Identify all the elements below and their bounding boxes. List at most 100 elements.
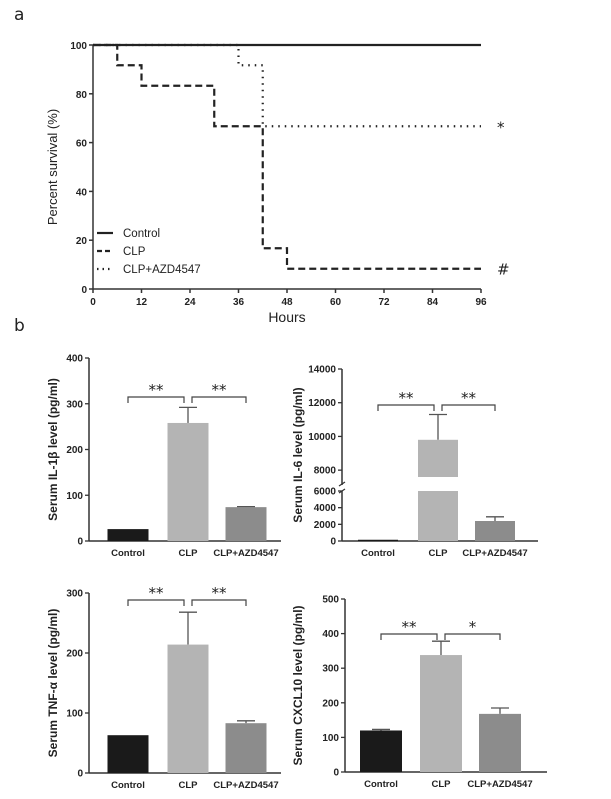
x-category-label: CLP bbox=[432, 779, 452, 790]
x-category-label: CLP bbox=[429, 548, 449, 559]
x-category-label: CLP+AZD4547 bbox=[462, 548, 527, 559]
y-axis-title: Serum CXCL10 level (pg/ml) bbox=[291, 605, 305, 765]
x-category-label: CLP bbox=[179, 780, 199, 791]
y-tick-label: 0 bbox=[77, 537, 83, 548]
bar-clp bbox=[167, 644, 209, 773]
significance-bracket bbox=[127, 599, 185, 606]
y-tick-label: 2000 bbox=[314, 520, 337, 531]
y-tick-label: 100 bbox=[66, 709, 83, 720]
significance-marker: # bbox=[497, 261, 510, 279]
axis-break-gap bbox=[417, 477, 459, 491]
y-tick-label: 100 bbox=[322, 733, 339, 744]
bar-clp bbox=[167, 422, 209, 541]
significance-stars: ** bbox=[149, 584, 165, 602]
significance-stars: ** bbox=[149, 381, 165, 399]
significance-stars: ** bbox=[399, 389, 415, 407]
y-tick-label: 4000 bbox=[314, 503, 337, 514]
x-tick-label: 96 bbox=[475, 297, 487, 308]
y-tick-label: 500 bbox=[322, 595, 339, 606]
x-category-label: Control bbox=[111, 780, 145, 791]
y-tick-label: 300 bbox=[322, 664, 339, 675]
significance-bracket bbox=[191, 599, 247, 606]
panel-label-b: b bbox=[14, 316, 25, 336]
y-tick-label: 200 bbox=[66, 649, 83, 660]
y-tick-label: 6000 bbox=[314, 487, 337, 498]
y-tick-label: 400 bbox=[322, 629, 339, 640]
bar-clp-azd4547 bbox=[225, 507, 267, 541]
y-tick-label: 0 bbox=[333, 768, 339, 779]
bar-clp bbox=[420, 655, 462, 772]
bar-chart-1: 0 100 200 300 400 Serum IL-1β level (pg/ml) Co… bbox=[46, 354, 281, 559]
y-tick-label: 20 bbox=[76, 236, 88, 247]
significance-stars: ** bbox=[461, 389, 477, 407]
y-axis-title: Serum IL-6 level (pg/ml) bbox=[291, 387, 305, 522]
significance-bracket bbox=[441, 404, 496, 411]
legend-label: CLP bbox=[123, 246, 146, 258]
bar-clp-azd4547 bbox=[225, 723, 267, 773]
significance-stars: ** bbox=[402, 618, 418, 636]
y-tick-label: 40 bbox=[76, 187, 88, 198]
bar-control bbox=[107, 529, 149, 541]
bar-control bbox=[360, 730, 402, 772]
bar-control bbox=[358, 539, 398, 541]
x-category-label: CLP+AZD4547 bbox=[467, 779, 532, 790]
significance-stars: * bbox=[469, 618, 477, 636]
x-tick-label: 24 bbox=[184, 297, 196, 308]
y-tick-label: 10000 bbox=[308, 432, 336, 443]
y-tick-label: 14000 bbox=[308, 365, 336, 376]
x-category-label: CLP bbox=[179, 548, 199, 559]
survival-curve-clp bbox=[93, 43, 481, 270]
bar-clp-azd4547 bbox=[475, 521, 515, 541]
x-category-label: CLP+AZD4547 bbox=[213, 780, 278, 791]
x-category-label: Control bbox=[361, 548, 395, 559]
y-tick-label: 400 bbox=[66, 354, 83, 365]
bar-chart-3: 0 100 200 300 Serum TNF-α level (pg/ml) Contr… bbox=[46, 584, 281, 791]
x-category-label: Control bbox=[364, 779, 398, 790]
x-tick-label: 12 bbox=[136, 297, 148, 308]
legend-label: CLP+AZD4547 bbox=[123, 264, 201, 276]
y-tick-label: 0 bbox=[81, 285, 87, 296]
y-tick-label: 300 bbox=[66, 399, 83, 410]
x-tick-label: 60 bbox=[330, 297, 342, 308]
significance-bracket bbox=[191, 396, 247, 403]
charts-group: 0 20 40 60 80 100 0 12 24 36 48 60 72 84 96 Hours Percen… bbox=[45, 41, 547, 791]
y-tick-label: 60 bbox=[76, 139, 88, 150]
y-tick-label: 200 bbox=[322, 698, 339, 709]
y-tick-label: 80 bbox=[76, 90, 88, 101]
panel-label-a: a bbox=[14, 5, 24, 25]
y-tick-label: 0 bbox=[330, 537, 336, 548]
y-tick-label: 0 bbox=[77, 769, 83, 780]
y-tick-label: 8000 bbox=[314, 466, 337, 477]
x-category-label: Control bbox=[111, 548, 145, 559]
x-axis-title: Hours bbox=[268, 309, 305, 325]
y-axis-title: Serum IL-1β level (pg/ml) bbox=[46, 378, 60, 521]
bar-control bbox=[107, 735, 149, 773]
x-tick-label: 84 bbox=[427, 297, 439, 308]
bar-chart-4: 0 100 200 300 400 500 Serum CXCL10 level (pg/m… bbox=[291, 595, 547, 790]
y-tick-label: 12000 bbox=[308, 398, 336, 409]
x-tick-label: 0 bbox=[90, 297, 96, 308]
y-tick-label: 100 bbox=[70, 41, 87, 52]
significance-stars: ** bbox=[212, 381, 228, 399]
survival-curve-clp-azd4547 bbox=[93, 43, 481, 128]
x-tick-label: 72 bbox=[378, 297, 390, 308]
bar-clp-azd4547 bbox=[479, 713, 521, 772]
y-tick-label: 100 bbox=[66, 491, 83, 502]
survival-chart: 0 20 40 60 80 100 0 12 24 36 48 60 72 84 96 Hours Percen… bbox=[45, 41, 510, 325]
significance-bracket bbox=[377, 404, 435, 411]
y-axis-title: Serum TNF-α level (pg/ml) bbox=[46, 609, 60, 758]
y-axis-title: Percent survival (%) bbox=[45, 109, 60, 225]
x-tick-label: 36 bbox=[233, 297, 245, 308]
y-tick-label: 300 bbox=[66, 589, 83, 600]
axis-break-mark bbox=[338, 481, 346, 487]
significance-bracket bbox=[380, 633, 438, 640]
significance-bracket bbox=[444, 633, 501, 640]
y-tick-label: 200 bbox=[66, 445, 83, 456]
significance-marker: * bbox=[497, 118, 505, 136]
legend-label: Control bbox=[123, 228, 160, 240]
x-category-label: CLP+AZD4547 bbox=[213, 548, 278, 559]
significance-stars: ** bbox=[212, 584, 228, 602]
significance-bracket bbox=[127, 396, 185, 403]
